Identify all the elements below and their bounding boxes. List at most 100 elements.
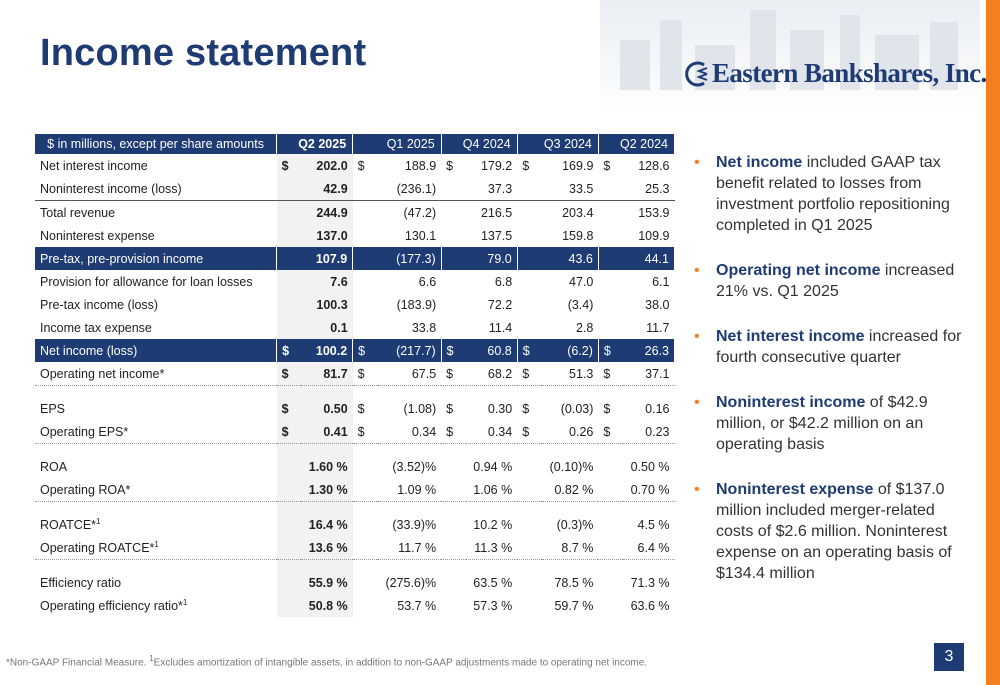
cell-value: 0.50 %: [630, 460, 670, 474]
currency-symbol: [441, 270, 466, 293]
highlight-text: increased 21% vs. Q1 2025: [716, 262, 955, 300]
currency-symbol: [441, 316, 466, 339]
highlight-text: of $42.9 million, or $42.2 million on an…: [716, 394, 928, 453]
cell-value: 79.0: [465, 247, 518, 270]
company-logo: Eastern Bankshares, Inc.: [680, 58, 987, 89]
cell-value: 188.9: [404, 158, 437, 173]
row-label-text: Income tax expense: [40, 320, 152, 335]
currency-symbol: $: [598, 362, 623, 386]
footnote-pre: *Non-GAAP Financial Measure.: [6, 657, 150, 669]
currency-symbol: $: [603, 158, 611, 173]
row-label: Pre-tax, pre-provision income: [35, 247, 278, 270]
row-label: Pre-tax income (loss): [35, 293, 277, 316]
highlight-item: • Noninterest income of $42.9 million, or…: [694, 392, 964, 455]
cell-value: 1.09 %: [377, 478, 442, 502]
currency-symbol: [517, 560, 542, 595]
row-label: Net interest income: [35, 154, 277, 177]
highlight-heading: Net income: [716, 154, 803, 171]
highlight-item: • Net income included GAAP tax benefit re…: [694, 152, 964, 236]
header-q1-2025: Q1 2025: [352, 134, 442, 154]
table-row: Pre-tax income (loss) 100.3 (183.9) 72.2 (3.…: [35, 293, 675, 316]
table-row: Provision for allowance for loan losses 7…: [35, 270, 675, 293]
cell-value: 6.8: [494, 274, 513, 289]
currency-symbol: [517, 594, 542, 617]
currency-symbol: $: [446, 402, 454, 416]
footnote-post: Excludes amortization of intangible asse…: [153, 657, 648, 669]
row-label-text: Noninterest expense: [40, 228, 155, 243]
currency-symbol: [276, 559, 302, 594]
row-label: Provision for allowance for loan losses: [35, 270, 277, 293]
currency-symbol: $: [598, 420, 623, 444]
cell-value: 4.5 %: [637, 518, 670, 532]
currency-symbol: $: [357, 402, 365, 416]
currency-symbol: [517, 444, 542, 479]
row-label-text: Operating ROA*: [40, 482, 131, 497]
cell-value: 13.6 %: [301, 536, 353, 560]
cell-value: (3.4): [567, 297, 594, 312]
cell-value: 72.2: [487, 297, 513, 312]
row-label: ROATCE*1: [35, 502, 277, 537]
currency-symbol: [598, 177, 623, 201]
cell-value: 11.7: [646, 320, 670, 335]
cell-value: 0.34: [465, 420, 518, 444]
row-label: Net income (loss): [35, 339, 278, 362]
cell-value: (47.2): [377, 200, 442, 224]
table-row: Pre-tax, pre-provision income 107.9 (177.3…: [35, 247, 675, 270]
cell-value: 8.7 %: [541, 536, 599, 560]
header-q3-2024: Q3 2024: [517, 134, 599, 154]
cell-value: (177.3): [377, 247, 442, 270]
currency-symbol: $: [276, 420, 302, 444]
currency-symbol: [441, 478, 466, 502]
cell-value: 53.7 %: [397, 598, 437, 613]
table-row: Noninterest income (loss) 42.9 (236.1) 37.3…: [35, 177, 675, 201]
cell-value: 63.5 %: [473, 576, 513, 590]
currency-symbol: [441, 200, 466, 224]
cell-value: 57.3 %: [473, 598, 513, 613]
logo-mark-icon: [685, 61, 708, 86]
row-label-text: Operating EPS*: [40, 424, 129, 439]
currency-symbol: [276, 478, 302, 502]
currency-symbol: [517, 478, 542, 502]
row-label-text: ROATCE*: [40, 518, 97, 532]
currency-symbol: [517, 247, 542, 270]
cell-value: 0.82 %: [541, 478, 599, 502]
table-row: Operating ROA* 1.30 % 1.09 % 1.06 % 0.82 % 0.…: [35, 478, 675, 502]
table-row: Total revenue 244.9 (47.2) 216.5 203.4 153.9: [35, 200, 675, 224]
currency-symbol: $: [522, 158, 530, 173]
currency-symbol: $: [441, 339, 466, 362]
cell-value: (275.6)%: [385, 576, 437, 590]
highlight-heading: Operating net income: [716, 262, 881, 279]
row-label-text: Pre-tax income (loss): [40, 297, 159, 312]
currency-symbol: [441, 594, 466, 617]
cell-value: 16.4 %: [301, 501, 353, 536]
page-title: Income statement: [40, 32, 367, 74]
currency-symbol: $: [446, 158, 454, 173]
cell-value: 244.9: [301, 200, 353, 224]
table-row: EPS $0.50 $ (1.08) $0.30 $ (0.03) $0.16: [35, 385, 675, 421]
cell-value: 169.9: [562, 158, 594, 173]
table-row: Operating ROATCE*1 13.6 % 11.7 % 11.3 % 8.7 …: [35, 536, 675, 560]
currency-symbol: [276, 270, 302, 293]
row-label: Noninterest income (loss): [35, 177, 277, 201]
bullet-icon: •: [694, 328, 700, 345]
currency-symbol: $: [517, 362, 542, 386]
cell-value: 10.2 %: [473, 518, 513, 532]
cell-value: (3.52)%: [392, 460, 437, 474]
currency-symbol: $: [276, 339, 302, 362]
currency-symbol: [598, 536, 623, 560]
currency-symbol: [352, 247, 378, 270]
row-label: Noninterest expense: [35, 224, 277, 247]
currency-symbol: $: [276, 154, 302, 177]
row-label: EPS: [35, 386, 277, 421]
cell-value: 0.16: [645, 402, 670, 416]
cell-value: 6.6: [418, 274, 437, 289]
currency-symbol: $: [352, 339, 378, 362]
cell-value: 107.9: [301, 247, 354, 270]
currency-symbol: [441, 560, 466, 595]
currency-symbol: [598, 270, 623, 293]
currency-symbol: [353, 177, 378, 201]
row-label-text: Operating efficiency ratio*: [40, 599, 183, 614]
page-number: 3: [934, 643, 964, 671]
highlight-text: included GAAP tax benefit related to los…: [716, 154, 950, 234]
cell-value: 55.9 %: [301, 559, 353, 594]
